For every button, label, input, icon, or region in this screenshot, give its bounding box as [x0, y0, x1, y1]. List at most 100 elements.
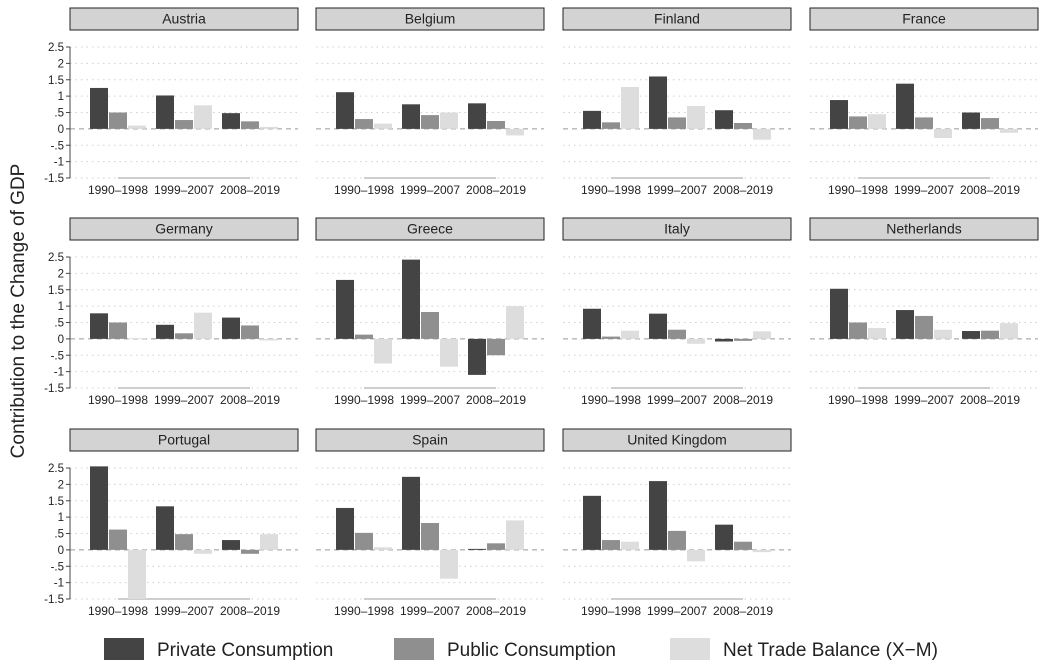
bar — [260, 126, 278, 129]
x-tick-label: 2008–2019 — [713, 393, 773, 407]
y-tick-label: -.5 — [51, 140, 64, 152]
x-tick-label: 2008–2019 — [466, 604, 526, 618]
bar — [506, 128, 524, 136]
bar — [1000, 323, 1018, 339]
bar — [194, 549, 212, 554]
x-tick-label: 1990–1998 — [581, 183, 641, 197]
panel-header — [809, 7, 1039, 31]
bar — [109, 322, 127, 339]
panel-title: Portugal — [158, 432, 210, 448]
x-tick-label: 1990–1998 — [334, 604, 394, 618]
y-tick-label: -.5 — [51, 561, 64, 573]
panel-title: Italy — [664, 221, 690, 237]
panel-greece: Greece 1990–1998 1999–2007 2008–2019 — [315, 217, 545, 407]
y-axis-label: Contribution to the Change of GDP — [8, 164, 29, 459]
bar — [336, 507, 354, 550]
y-tick-label: 2.5 — [48, 463, 64, 475]
bar — [849, 322, 867, 339]
bar — [336, 92, 354, 129]
y-tick-label: 2.5 — [48, 42, 64, 54]
y-tick-label: 1 — [58, 301, 64, 313]
bar — [896, 310, 914, 339]
x-tick-label: 1990–1998 — [581, 604, 641, 618]
y-tick-label: 2.5 — [48, 252, 64, 264]
y-tick-label: -1 — [54, 578, 64, 590]
legend-label: Private Consumption — [157, 640, 333, 661]
y-tick-label: 0 — [58, 334, 64, 346]
bar — [128, 125, 146, 129]
panel-header — [69, 7, 299, 31]
bar — [90, 313, 108, 339]
bar — [260, 534, 278, 550]
x-tick-label: 1990–1998 — [828, 393, 888, 407]
x-tick-label: 1999–2007 — [154, 393, 214, 407]
panel-finland: Finland 1990–1998 1999–2007 2008–2019 — [562, 7, 792, 197]
legend-swatch — [104, 638, 144, 660]
bar — [440, 112, 458, 129]
bar — [868, 114, 886, 129]
y-tick-label: 1 — [58, 91, 64, 103]
x-tick-label: 1999–2007 — [894, 183, 954, 197]
bar — [440, 549, 458, 579]
x-tick-label: 2008–2019 — [713, 604, 773, 618]
panel-header — [315, 7, 545, 31]
bar — [468, 548, 486, 550]
y-tick-label: 1 — [58, 512, 64, 524]
bar — [90, 466, 108, 550]
bar — [583, 308, 601, 339]
y-tick-label: .5 — [54, 318, 64, 330]
x-tick-label: 2008–2019 — [466, 393, 526, 407]
bar — [734, 541, 752, 550]
y-tick-label: -1 — [54, 367, 64, 379]
bar — [487, 121, 505, 129]
x-tick-label: 1990–1998 — [334, 183, 394, 197]
x-tick-label: 2008–2019 — [220, 604, 280, 618]
panel-title: Germany — [155, 221, 213, 237]
bar — [260, 338, 278, 341]
x-tick-label: 2008–2019 — [713, 183, 773, 197]
panel-header — [562, 217, 792, 241]
y-tick-label: -1.5 — [44, 383, 64, 395]
bar — [175, 120, 193, 129]
y-tick-label: .5 — [54, 108, 64, 120]
bar — [402, 104, 420, 129]
bar — [222, 540, 240, 550]
bar — [934, 128, 952, 139]
bar — [336, 279, 354, 339]
x-tick-label: 1990–1998 — [88, 183, 148, 197]
bar — [374, 123, 392, 129]
y-tick-label: -.5 — [51, 350, 64, 362]
x-tick-label: 1999–2007 — [400, 604, 460, 618]
bar — [421, 523, 439, 550]
x-tick-label: 1990–1998 — [581, 393, 641, 407]
x-tick-label: 1990–1998 — [334, 393, 394, 407]
bar — [487, 338, 505, 356]
x-tick-label: 1999–2007 — [154, 183, 214, 197]
bar — [175, 333, 193, 339]
x-tick-label: 1999–2007 — [400, 393, 460, 407]
bar — [649, 313, 667, 339]
bar — [668, 117, 686, 129]
x-tick-label: 1990–1998 — [828, 183, 888, 197]
x-tick-label: 1990–1998 — [88, 393, 148, 407]
panel-header — [69, 217, 299, 241]
bar — [241, 325, 259, 339]
bar — [355, 334, 373, 339]
x-tick-label: 2008–2019 — [220, 183, 280, 197]
bar — [830, 288, 848, 339]
bar — [241, 549, 259, 554]
x-tick-label: 2008–2019 — [960, 393, 1020, 407]
bar — [1000, 128, 1018, 133]
panel-title: United Kingdom — [627, 432, 727, 448]
bar — [194, 105, 212, 129]
bar — [868, 328, 886, 339]
x-tick-label: 2008–2019 — [220, 393, 280, 407]
bar — [602, 336, 620, 339]
panel-header — [809, 217, 1039, 241]
bar — [734, 122, 752, 129]
bar — [715, 110, 733, 129]
legend-label: Net Trade Balance (X−M) — [723, 640, 938, 661]
x-tick-label: 1999–2007 — [647, 183, 707, 197]
y-tick-label: -1.5 — [44, 173, 64, 185]
